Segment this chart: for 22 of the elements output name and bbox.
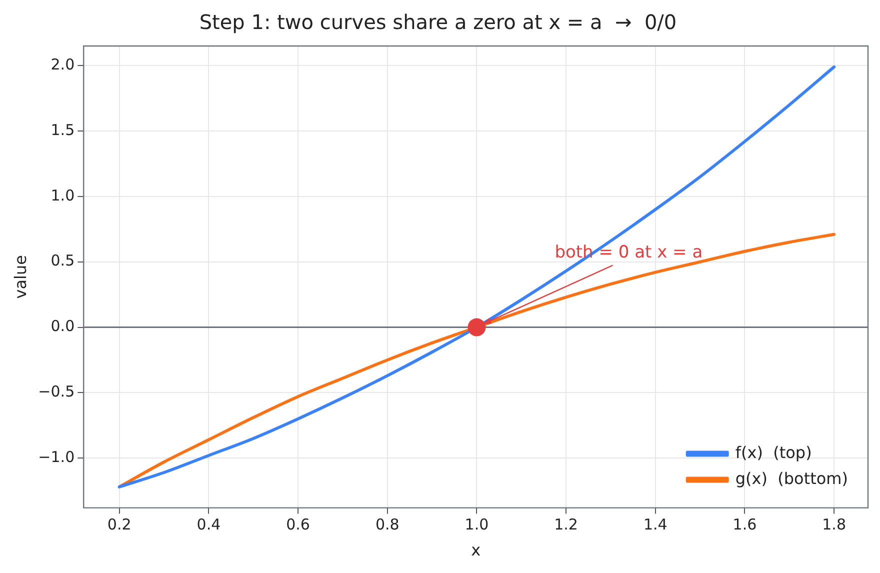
- y-tick-label: −1.0: [38, 448, 75, 466]
- legend-label: g(x) (bottom): [735, 468, 848, 488]
- y-tick-label: −0.5: [38, 382, 75, 401]
- y-tick-label: 1.0: [50, 186, 75, 204]
- x-tick-label: 1.4: [643, 516, 668, 534]
- x-tick-label: 0.6: [286, 516, 310, 534]
- x-tick-label: 0.4: [196, 516, 221, 534]
- x-tick-label: 0.8: [375, 516, 400, 534]
- x-tick-label: 0.2: [107, 516, 132, 534]
- annotation: both = 0 at x = a: [554, 242, 703, 262]
- y-axis-title: value: [10, 255, 30, 299]
- x-tick-label: 1.2: [554, 516, 578, 534]
- x-tick-label: 1.0: [464, 516, 489, 534]
- chart-title: Step 1: two curves share a zero at x = a → 0/0: [199, 10, 677, 34]
- x-tick-label: 1.6: [732, 516, 757, 534]
- legend-label: f(x) (top): [735, 442, 812, 462]
- x-axis-title: x: [471, 540, 481, 560]
- x-tick-label: 1.8: [822, 516, 846, 534]
- y-tick-label: 2.0: [50, 56, 75, 74]
- y-tick-label: 1.5: [50, 120, 75, 139]
- y-tick-label: 0.5: [50, 252, 75, 270]
- y-tick-label: 0.0: [50, 317, 75, 336]
